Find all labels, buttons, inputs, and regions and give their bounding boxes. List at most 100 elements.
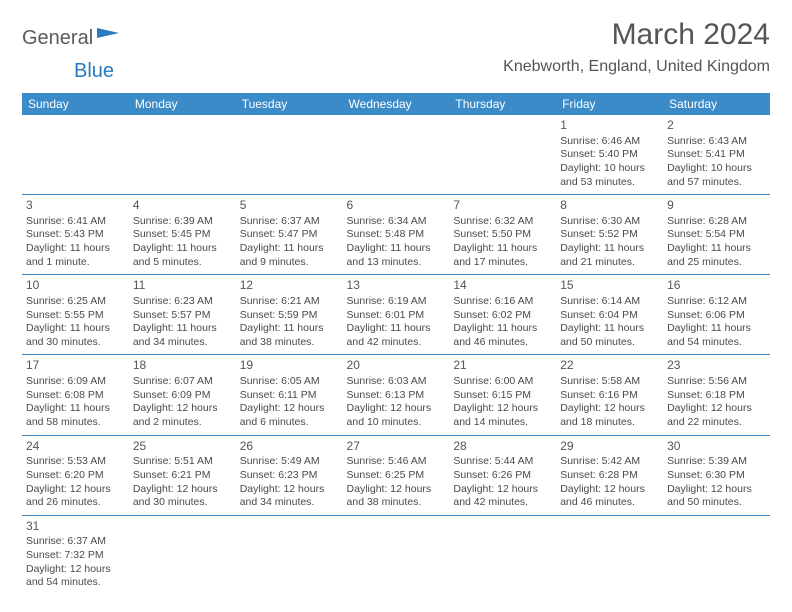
sunrise-text: Sunrise: 6:07 AM [133,375,232,389]
calendar-cell: 27Sunrise: 5:46 AMSunset: 6:25 PMDayligh… [343,435,450,515]
sunrise-text: Sunrise: 6:28 AM [667,215,766,229]
sunrise-text: Sunrise: 6:30 AM [560,215,659,229]
daylight-text: Daylight: 12 hours and 46 minutes. [560,483,659,510]
sunrise-text: Sunrise: 6:23 AM [133,295,232,309]
daylight-text: Daylight: 11 hours and 34 minutes. [133,322,232,349]
calendar-cell [343,115,450,195]
calendar-cell: 30Sunrise: 5:39 AMSunset: 6:30 PMDayligh… [663,435,770,515]
day-number: 16 [667,278,766,294]
day-header: Monday [129,93,236,115]
sunrise-text: Sunrise: 5:46 AM [347,455,446,469]
sunrise-text: Sunrise: 6:46 AM [560,135,659,149]
day-number: 19 [240,358,339,374]
sunrise-text: Sunrise: 6:00 AM [453,375,552,389]
sunrise-text: Sunrise: 6:05 AM [240,375,339,389]
calendar-cell: 29Sunrise: 5:42 AMSunset: 6:28 PMDayligh… [556,435,663,515]
day-number: 18 [133,358,232,374]
sunrise-text: Sunrise: 6:09 AM [26,375,125,389]
sunset-text: Sunset: 5:50 PM [453,228,552,242]
sunrise-text: Sunrise: 5:44 AM [453,455,552,469]
sunset-text: Sunset: 6:30 PM [667,469,766,483]
day-number: 13 [347,278,446,294]
sunrise-text: Sunrise: 6:25 AM [26,295,125,309]
day-number: 21 [453,358,552,374]
calendar-cell: 9Sunrise: 6:28 AMSunset: 5:54 PMDaylight… [663,195,770,275]
daylight-text: Daylight: 11 hours and 42 minutes. [347,322,446,349]
sunset-text: Sunset: 6:06 PM [667,309,766,323]
sunrise-text: Sunrise: 6:14 AM [560,295,659,309]
sunset-text: Sunset: 5:40 PM [560,148,659,162]
calendar-cell: 3Sunrise: 6:41 AMSunset: 5:43 PMDaylight… [22,195,129,275]
calendar-cell: 17Sunrise: 6:09 AMSunset: 6:08 PMDayligh… [22,355,129,435]
sunrise-text: Sunrise: 5:42 AM [560,455,659,469]
day-number: 25 [133,439,232,455]
daylight-text: Daylight: 12 hours and 6 minutes. [240,402,339,429]
sunset-text: Sunset: 6:16 PM [560,389,659,403]
calendar-cell [236,115,343,195]
day-number: 27 [347,439,446,455]
calendar-cell [343,515,450,595]
sunrise-text: Sunrise: 6:37 AM [240,215,339,229]
calendar-cell: 11Sunrise: 6:23 AMSunset: 5:57 PMDayligh… [129,275,236,355]
day-number: 4 [133,198,232,214]
calendar-cell: 26Sunrise: 5:49 AMSunset: 6:23 PMDayligh… [236,435,343,515]
daylight-text: Daylight: 11 hours and 5 minutes. [133,242,232,269]
day-number: 11 [133,278,232,294]
daylight-text: Daylight: 12 hours and 50 minutes. [667,483,766,510]
sunset-text: Sunset: 5:45 PM [133,228,232,242]
calendar-cell: 15Sunrise: 6:14 AMSunset: 6:04 PMDayligh… [556,275,663,355]
sunset-text: Sunset: 6:01 PM [347,309,446,323]
calendar-cell [663,515,770,595]
calendar-cell: 31Sunrise: 6:37 AMSunset: 7:32 PMDayligh… [22,515,129,595]
sunrise-text: Sunrise: 6:16 AM [453,295,552,309]
sunset-text: Sunset: 6:08 PM [26,389,125,403]
sunset-text: Sunset: 6:04 PM [560,309,659,323]
day-header: Friday [556,93,663,115]
calendar-cell: 4Sunrise: 6:39 AMSunset: 5:45 PMDaylight… [129,195,236,275]
calendar-cell: 28Sunrise: 5:44 AMSunset: 6:26 PMDayligh… [449,435,556,515]
sunrise-text: Sunrise: 5:53 AM [26,455,125,469]
daylight-text: Daylight: 11 hours and 1 minute. [26,242,125,269]
day-number: 23 [667,358,766,374]
sunset-text: Sunset: 6:28 PM [560,469,659,483]
daylight-text: Daylight: 11 hours and 21 minutes. [560,242,659,269]
daylight-text: Daylight: 12 hours and 42 minutes. [453,483,552,510]
sunset-text: Sunset: 6:02 PM [453,309,552,323]
calendar-cell: 12Sunrise: 6:21 AMSunset: 5:59 PMDayligh… [236,275,343,355]
daylight-text: Daylight: 11 hours and 38 minutes. [240,322,339,349]
day-number: 1 [560,118,659,134]
calendar-cell: 24Sunrise: 5:53 AMSunset: 6:20 PMDayligh… [22,435,129,515]
calendar-body: 1Sunrise: 6:46 AMSunset: 5:40 PMDaylight… [22,115,770,595]
day-header: Thursday [449,93,556,115]
day-number: 31 [26,519,125,535]
day-number: 24 [26,439,125,455]
daylight-text: Daylight: 11 hours and 13 minutes. [347,242,446,269]
location: Knebworth, England, United Kingdom [503,58,770,76]
sunrise-text: Sunrise: 5:51 AM [133,455,232,469]
calendar-cell: 8Sunrise: 6:30 AMSunset: 5:52 PMDaylight… [556,195,663,275]
daylight-text: Daylight: 11 hours and 50 minutes. [560,322,659,349]
sunrise-text: Sunrise: 6:19 AM [347,295,446,309]
sunset-text: Sunset: 6:23 PM [240,469,339,483]
sunrise-text: Sunrise: 6:43 AM [667,135,766,149]
sunset-text: Sunset: 6:15 PM [453,389,552,403]
calendar-cell: 14Sunrise: 6:16 AMSunset: 6:02 PMDayligh… [449,275,556,355]
sunset-text: Sunset: 5:55 PM [26,309,125,323]
daylight-text: Daylight: 12 hours and 38 minutes. [347,483,446,510]
sunrise-text: Sunrise: 6:12 AM [667,295,766,309]
day-header: Sunday [22,93,129,115]
calendar-cell: 16Sunrise: 6:12 AMSunset: 6:06 PMDayligh… [663,275,770,355]
day-header: Saturday [663,93,770,115]
day-number: 7 [453,198,552,214]
day-number: 28 [453,439,552,455]
calendar-cell: 22Sunrise: 5:58 AMSunset: 6:16 PMDayligh… [556,355,663,435]
calendar-table: SundayMondayTuesdayWednesdayThursdayFrid… [22,93,770,595]
calendar-cell: 10Sunrise: 6:25 AMSunset: 5:55 PMDayligh… [22,275,129,355]
day-number: 17 [26,358,125,374]
sunset-text: Sunset: 6:13 PM [347,389,446,403]
sunset-text: Sunset: 6:11 PM [240,389,339,403]
calendar-cell [449,515,556,595]
calendar-cell: 25Sunrise: 5:51 AMSunset: 6:21 PMDayligh… [129,435,236,515]
daylight-text: Daylight: 10 hours and 53 minutes. [560,162,659,189]
logo-text-general: General [22,27,93,50]
